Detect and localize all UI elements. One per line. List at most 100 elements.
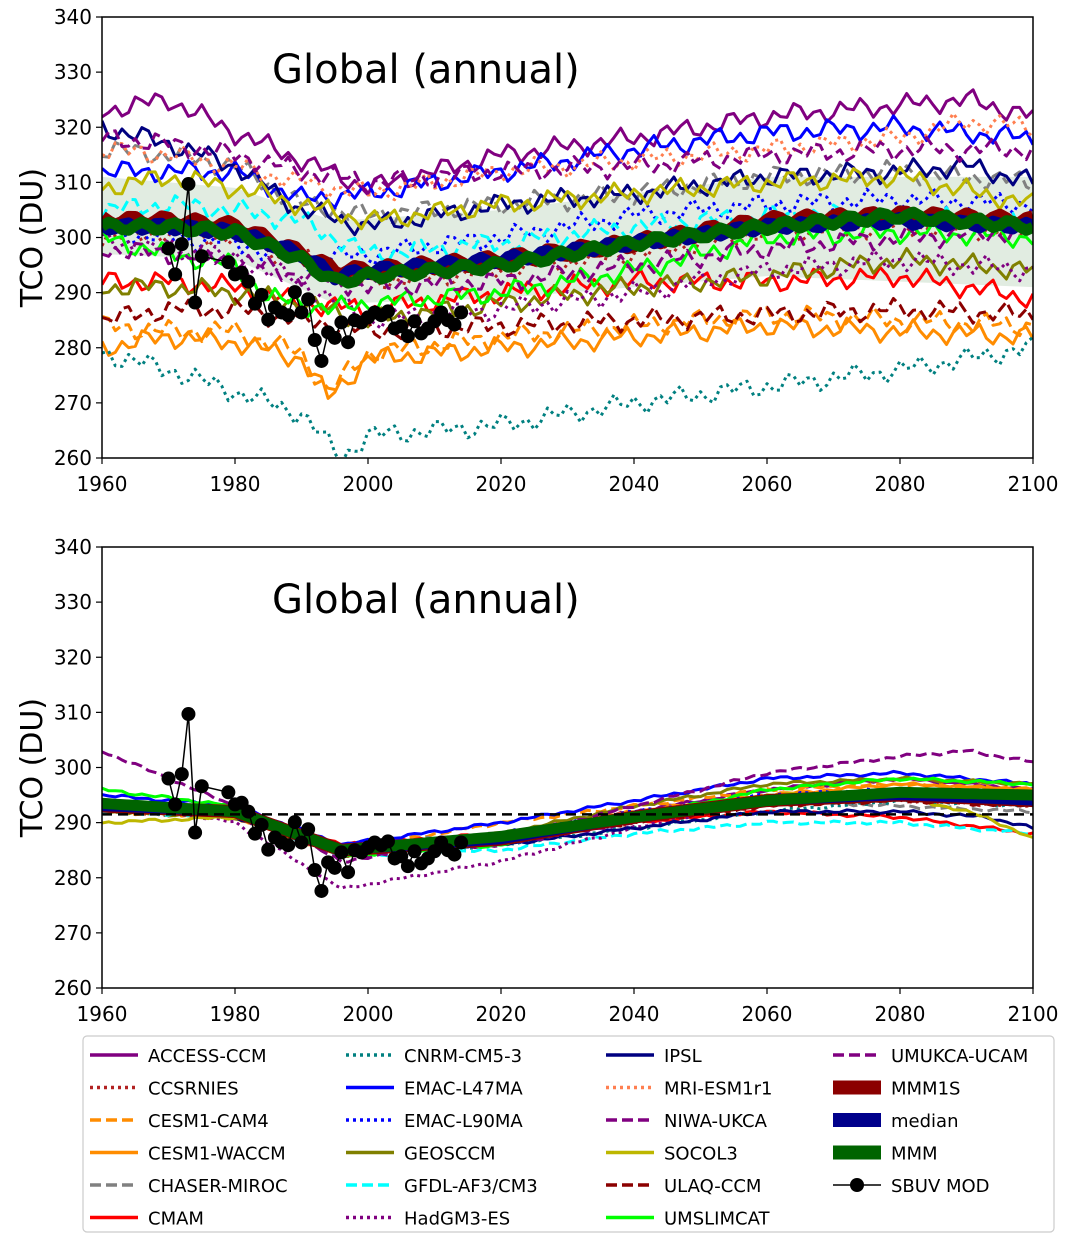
sbuv-point [334, 845, 348, 859]
sbuv-point [381, 834, 395, 848]
series-line-cesm1-waccm [102, 318, 1033, 398]
y-tick-label: 310 [54, 700, 92, 724]
x-tick-label: 1980 [210, 472, 261, 496]
legend-label: CESM1-CAM4 [148, 1111, 269, 1132]
legend-label: SOCOL3 [664, 1144, 738, 1165]
x-tick-label: 2020 [476, 472, 527, 496]
legend-label: EMAC-L90MA [404, 1111, 523, 1132]
legend-label: ULAQ-CCM [664, 1176, 761, 1197]
sbuv-point [301, 822, 315, 836]
legend-label: CNRM-CM5-3 [404, 1046, 522, 1067]
legend-label: CESM1-WACCM [148, 1144, 286, 1165]
sbuv-point [255, 288, 269, 302]
y-tick-label: 300 [54, 756, 92, 780]
sbuv-point [221, 785, 235, 799]
sbuv-point [261, 843, 275, 857]
legend-label: NIWA-UKCA [664, 1111, 768, 1132]
legend-label: SBUV MOD [891, 1176, 990, 1197]
sbuv-point [181, 707, 195, 721]
sbuv-point [454, 305, 468, 319]
legend-label: GFDL-AF3/CM3 [404, 1176, 538, 1197]
y-tick-label: 320 [54, 645, 92, 669]
sbuv-point [341, 335, 355, 349]
legend-label: CHASER-MIROC [148, 1176, 288, 1197]
legend-label: CCSRNIES [148, 1079, 239, 1100]
legend-swatch [833, 1081, 881, 1095]
y-tick-label: 340 [54, 535, 92, 559]
legend-label: MMM [891, 1144, 938, 1165]
legend-label: CMAM [148, 1209, 204, 1230]
sbuv-point [168, 267, 182, 281]
sbuv-point [408, 844, 422, 858]
sbuv-point [308, 333, 322, 347]
sbuv-point [281, 308, 295, 322]
series-line-cnrm-cm5-3 [102, 337, 1033, 465]
sbuv-point [175, 237, 189, 251]
chart-title: Global (annual) [272, 47, 580, 93]
y-tick-label: 260 [54, 976, 92, 1000]
sbuv-point [328, 331, 342, 345]
x-tick-label: 2060 [742, 472, 793, 496]
x-tick-label: 2000 [343, 472, 394, 496]
sbuv-point [314, 354, 328, 368]
legend-label: EMAC-L47MA [404, 1079, 523, 1100]
sbuv-point [162, 772, 176, 786]
plot-area [102, 707, 1033, 898]
sbuv-point [195, 249, 209, 263]
y-tick-label: 330 [54, 590, 92, 614]
sbuv-point [401, 329, 415, 343]
y-tick-label: 270 [54, 391, 92, 415]
sbuv-point [447, 848, 461, 862]
x-tick-label: 2100 [1008, 472, 1059, 496]
x-tick-label: 1960 [77, 1002, 128, 1026]
sbuv-point [221, 255, 235, 269]
legend: ACCESS-CCM CCSRNIES CESM1-CAM4 CESM1-WACCM C… [83, 1036, 1054, 1232]
sbuv-point [408, 314, 422, 328]
legend-label: IPSL [664, 1046, 702, 1067]
y-tick-label: 290 [54, 811, 92, 835]
legend-label: ACCESS-CCM [148, 1046, 267, 1067]
x-tick-label: 2040 [609, 472, 660, 496]
sbuv-point [188, 826, 202, 840]
sbuv-point [241, 805, 255, 819]
top-panel: 1960 1980 2000 2020 2040 2060 2080 210026027028… [15, 5, 1058, 496]
sbuv-point [454, 835, 468, 849]
sbuv-point [308, 863, 322, 877]
sbuv-point [328, 861, 342, 875]
sbuv-point [447, 318, 461, 332]
x-tick-label: 2080 [875, 472, 926, 496]
sbuv-point [281, 838, 295, 852]
legend-label: UMUKCA-UCAM [891, 1046, 1028, 1067]
plot-area [102, 90, 1033, 465]
legend-marker [850, 1178, 864, 1192]
chart-title: Global (annual) [272, 577, 580, 623]
y-tick-label: 300 [54, 226, 92, 250]
sbuv-point [401, 859, 415, 873]
x-tick-label: 2060 [742, 1002, 793, 1026]
sbuv-point [295, 835, 309, 849]
sbuv-point [314, 884, 328, 898]
legend-label: GEOSCCM [404, 1144, 496, 1165]
y-tick-label: 310 [54, 170, 92, 194]
x-tick-label: 2040 [609, 1002, 660, 1026]
sbuv-point [175, 767, 189, 781]
sbuv-point [188, 296, 202, 310]
x-tick-label: 2020 [476, 1002, 527, 1026]
sbuv-point [255, 818, 269, 832]
legend-label: median [891, 1111, 958, 1132]
x-tick-label: 2100 [1008, 1002, 1059, 1026]
sbuv-point [195, 779, 209, 793]
x-tick-label: 1980 [210, 1002, 261, 1026]
y-tick-label: 280 [54, 336, 92, 360]
sbuv-point [341, 865, 355, 879]
y-tick-label: 340 [54, 5, 92, 29]
y-tick-label: 290 [54, 281, 92, 305]
bottom-panel: 1960 1980 2000 2020 2040 2060 2080 2100 260 270 28… [15, 535, 1058, 1026]
sbuv-point [381, 304, 395, 318]
series-line-ulaq-ccm [102, 299, 1033, 339]
sbuv-point [261, 313, 275, 327]
legend-swatch [833, 1113, 881, 1127]
legend-label: HadGM3-ES [404, 1209, 510, 1230]
x-tick-label: 2000 [343, 1002, 394, 1026]
